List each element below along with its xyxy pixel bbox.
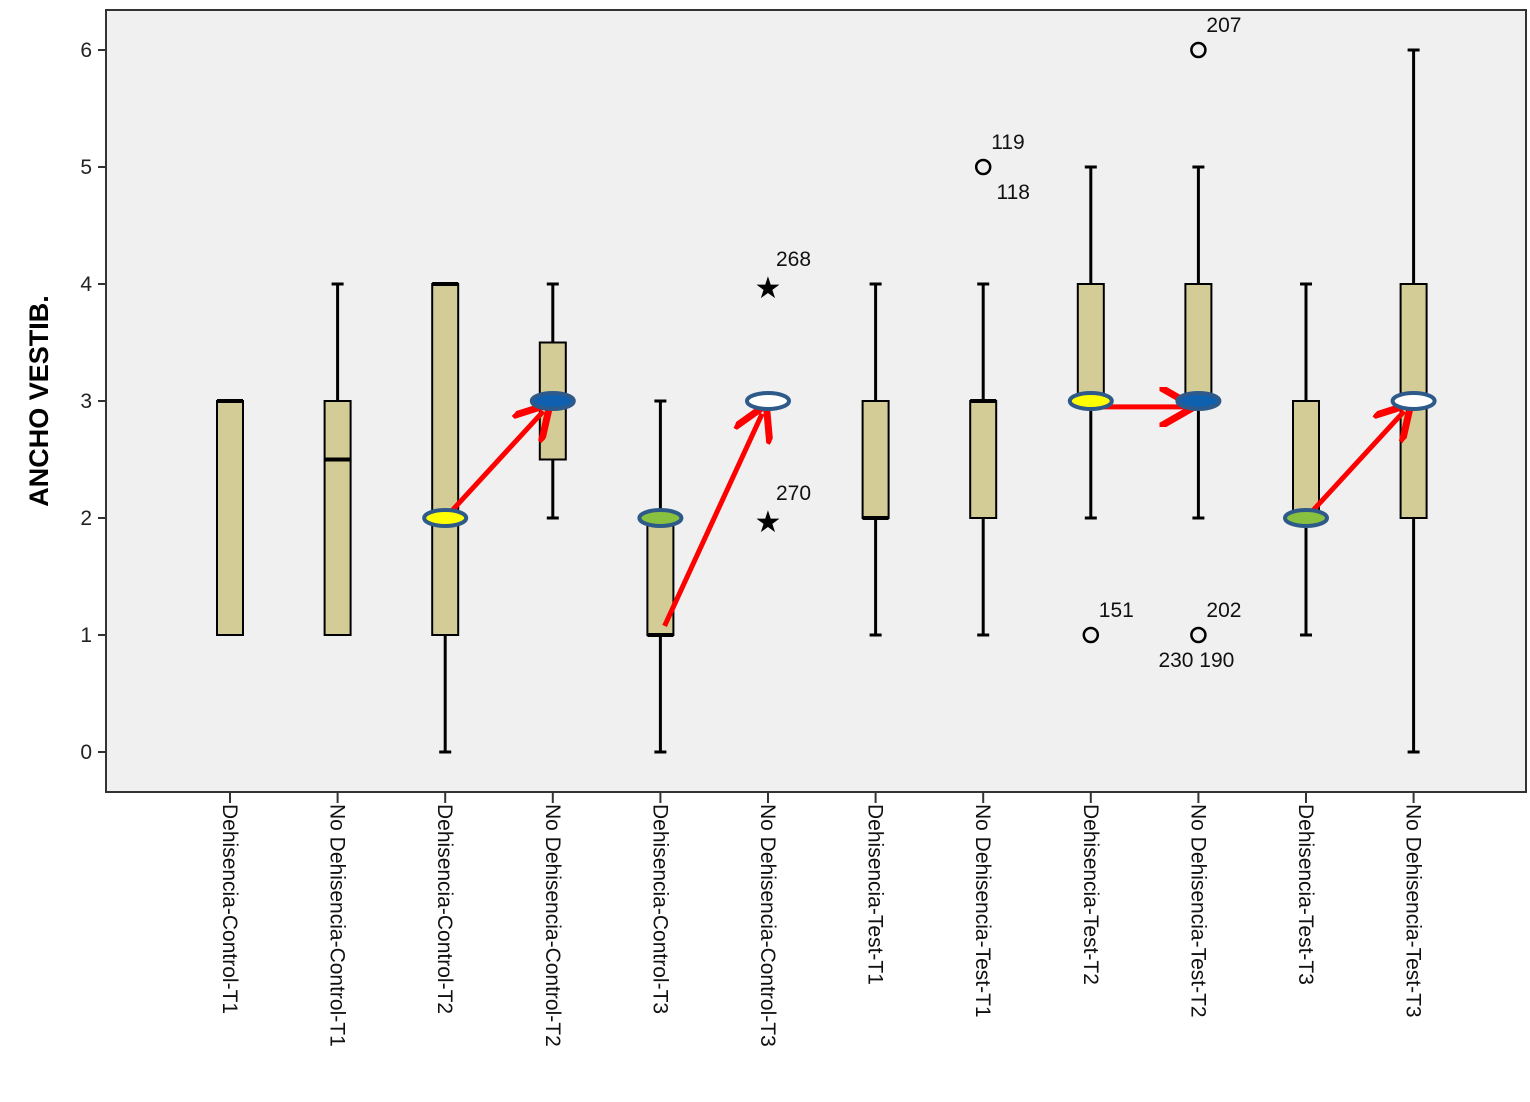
highlight-marker-blue <box>1175 391 1222 411</box>
box-7 <box>861 282 890 637</box>
box-body <box>969 400 998 519</box>
x-tick-label: Dehisencia-Control-T1 <box>218 804 241 1014</box>
box-body <box>1292 400 1320 519</box>
trend-arrow <box>662 414 763 627</box>
y-axis: 0 1 2 3 4 5 6 <box>80 39 106 764</box>
y-tick-label: 3 <box>80 390 92 413</box>
box-body <box>1184 283 1213 402</box>
outlier-star: ★ <box>755 505 782 540</box>
y-tick-label: 1 <box>80 624 92 647</box>
highlight-marker-green <box>1283 508 1329 528</box>
box-body <box>323 400 352 636</box>
y-tick-label: 4 <box>80 273 92 296</box>
y-axis-label: ANCHO VESTIB. <box>24 295 54 507</box>
box-1 <box>216 399 244 636</box>
box-body <box>1076 283 1105 402</box>
highlight-marker-yellow <box>1067 391 1114 411</box>
outlier-label: 230 190 <box>1158 649 1234 672</box>
x-tick-label: No Dehisencia-Test-T1 <box>971 804 994 1018</box>
trend-arrow <box>450 411 543 513</box>
trend-arrow <box>1310 411 1404 513</box>
box-body <box>431 283 460 636</box>
outlier-circle <box>1190 626 1207 644</box>
outlier-label: 207 <box>1206 14 1241 37</box>
y-tick-label: 6 <box>80 39 92 62</box>
outlier-label: 202 <box>1206 599 1241 622</box>
x-tick-label: No Dehisencia-Test-T3 <box>1402 804 1425 1018</box>
highlight-marker-white <box>745 391 791 411</box>
x-tick-label: No Dehisencia-Test-T2 <box>1186 804 1209 1018</box>
box-body <box>861 400 890 519</box>
y-tick-label: 0 <box>80 741 92 764</box>
x-tick-label: No Dehisencia-Control-T3 <box>756 804 779 1047</box>
outlier-label: 270 <box>776 482 811 505</box>
y-tick-label: 2 <box>80 507 92 530</box>
x-tick-label: Dehisencia-Control-T3 <box>648 804 671 1014</box>
arrows-group <box>450 407 1404 627</box>
highlight-marker-green <box>637 508 684 528</box>
outlier-circle <box>1082 626 1100 644</box>
outlier-label: 268 <box>776 248 811 271</box>
x-tick-label: Dehisencia-Test-T2 <box>1079 804 1102 985</box>
x-tick-label: Dehisencia-Test-T3 <box>1294 804 1317 985</box>
x-tick-label: No Dehisencia-Control-T2 <box>541 804 564 1047</box>
box-9 <box>1076 165 1105 520</box>
highlight-marker-blue <box>529 391 576 411</box>
y-tick-label: 5 <box>80 156 92 179</box>
box-8 <box>969 282 998 637</box>
x-tick-label: Dehisencia-Control-T2 <box>433 804 456 1014</box>
outlier-label: 118 <box>996 181 1029 204</box>
highlight-marker-white <box>1390 391 1437 411</box>
markers-group <box>422 391 1437 528</box>
x-axis: Dehisencia-Control-T1 No Dehisencia-Contr… <box>218 792 1425 1047</box>
outlier-circle <box>974 158 992 176</box>
outlier-star: ★ <box>755 271 782 306</box>
outlier-label: 151 <box>1099 599 1134 622</box>
highlight-marker-yellow <box>422 508 469 528</box>
x-tick-label: No Dehisencia-Control-T1 <box>326 804 349 1047</box>
box-body <box>216 400 244 636</box>
box-2 <box>323 282 352 636</box>
x-tick-label: Dehisencia-Test-T1 <box>864 804 887 985</box>
outlier-circle <box>1190 41 1207 59</box>
box-3 <box>431 282 460 754</box>
outlier-label: 119 <box>991 131 1024 154</box>
box-11 <box>1292 282 1320 637</box>
